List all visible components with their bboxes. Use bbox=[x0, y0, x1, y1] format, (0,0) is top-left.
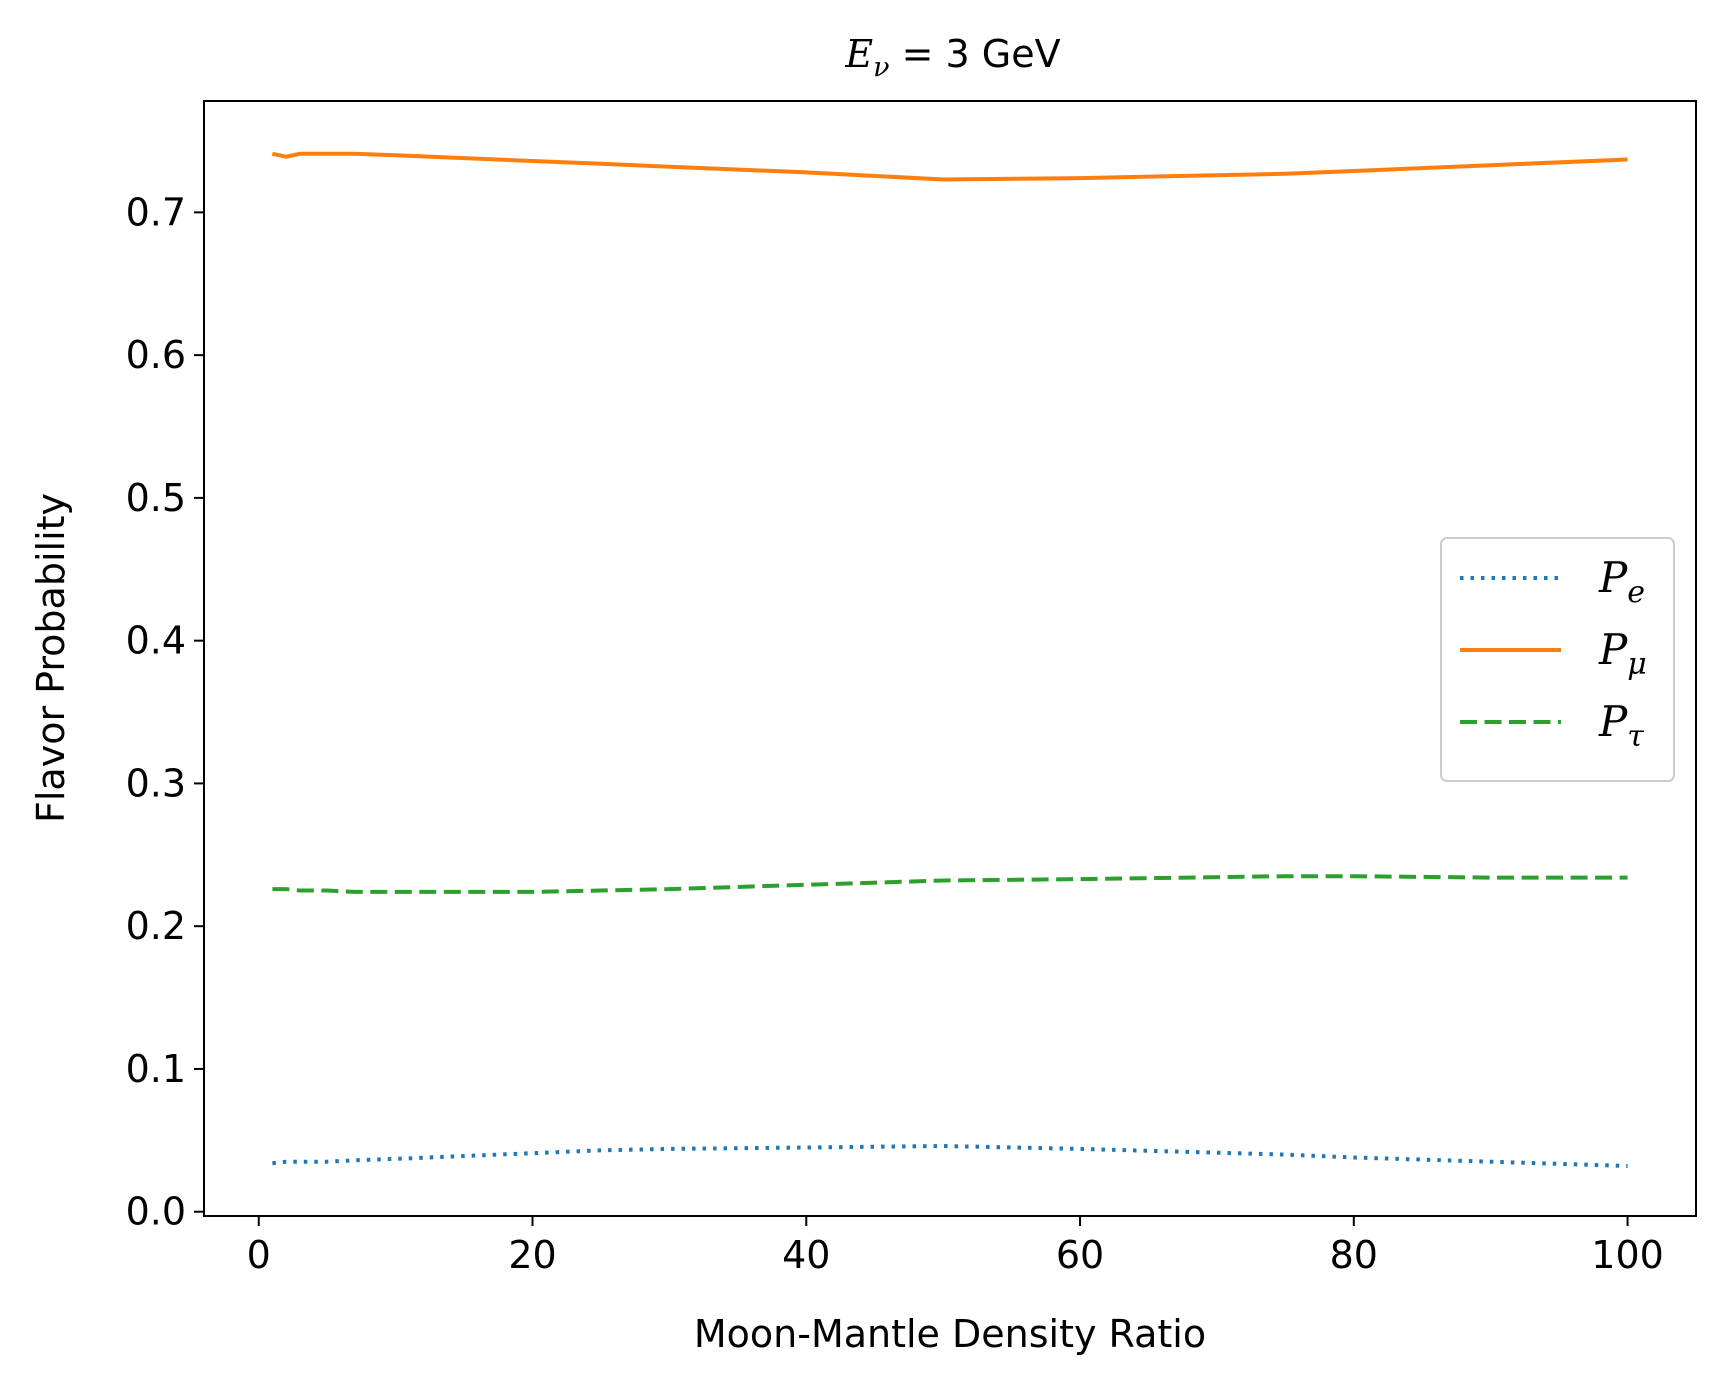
y-axis-title: Flavor Probability bbox=[29, 493, 73, 823]
y-tick-label: 0.0 bbox=[126, 1190, 186, 1234]
y-tick-label: 0.7 bbox=[126, 190, 186, 234]
plot-frame bbox=[203, 100, 1697, 1217]
plot-area bbox=[271, 151, 1628, 1168]
legend-label-τ: Pτ bbox=[1598, 697, 1644, 754]
x-tick-label: 20 bbox=[508, 1233, 556, 1277]
y-tick-label: 0.5 bbox=[126, 476, 186, 520]
x-tick-label: 100 bbox=[1591, 1233, 1664, 1277]
x-axis-title: Moon-Mantle Density Ratio bbox=[694, 1312, 1206, 1356]
chart-title: Eν = 3 GeV bbox=[844, 32, 1060, 83]
chart-title-variable: E bbox=[844, 32, 873, 76]
legend-entries: Pe Pμ Pτ bbox=[1460, 553, 1647, 754]
x-tick-label: 40 bbox=[782, 1233, 830, 1277]
legend: Pe Pμ Pτ bbox=[1440, 537, 1675, 782]
y-tick-label: 0.1 bbox=[126, 1047, 186, 1091]
y-tick-label: 0.2 bbox=[126, 904, 186, 948]
y-tick-label: 0.4 bbox=[126, 619, 186, 663]
legend-label-μ: Pμ bbox=[1598, 625, 1647, 682]
y-tick-label: 0.6 bbox=[126, 333, 186, 377]
chart-title-subscript: ν bbox=[873, 52, 889, 83]
axis-ticks: 0 20 40 60 80 100 0.0 0.1 0.2 0.3 0.4 0.5 0.6 0.7 bbox=[126, 190, 1664, 1277]
chart-title-rest: = 3 GeV bbox=[890, 32, 1061, 76]
x-tick-label: 60 bbox=[1056, 1233, 1104, 1277]
series-line-τ bbox=[272, 874, 1628, 894]
x-tick-label: 0 bbox=[247, 1233, 271, 1277]
y-tick-label: 0.3 bbox=[126, 761, 186, 805]
series-line-e bbox=[272, 1143, 1628, 1168]
series-line-μ bbox=[271, 151, 1628, 182]
legend-label-e: Pe bbox=[1598, 553, 1645, 610]
x-tick-label: 80 bbox=[1330, 1233, 1378, 1277]
